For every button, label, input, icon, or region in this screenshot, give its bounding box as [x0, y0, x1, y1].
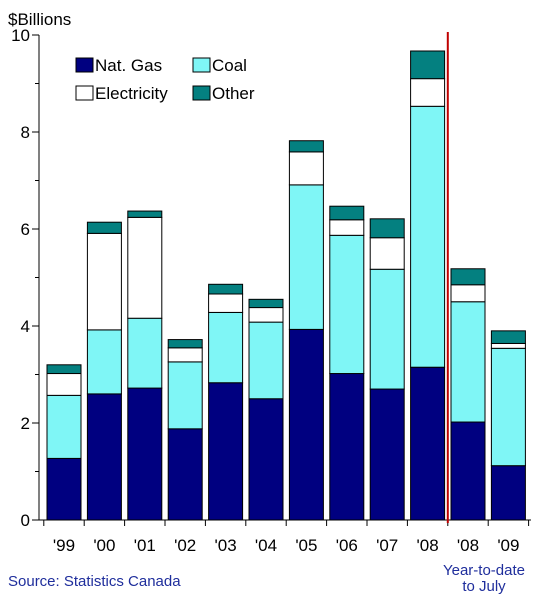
year-to-date-line1: Year-to-date	[442, 562, 525, 579]
y-tick-label-4: 8	[21, 123, 30, 142]
bar-11-series-0	[490, 465, 526, 521]
bar-5-series-3	[248, 298, 284, 309]
legend-label-3: Other	[212, 84, 255, 103]
bar-11-series-1	[490, 347, 526, 467]
bar-2-series-2	[127, 216, 163, 319]
bar-11-series-2	[490, 342, 526, 349]
bar-9-series-2	[410, 78, 446, 107]
legend-swatch-3	[192, 85, 211, 101]
x-tick-label-9: '08	[417, 536, 439, 555]
y-tick-label-3: 6	[21, 220, 30, 239]
x-tick-label-6: '05	[295, 536, 317, 555]
x-tick-label-8: '07	[376, 536, 398, 555]
bar-9-series-1	[410, 105, 446, 368]
legend-swatch-1	[192, 57, 211, 73]
source-note: Source: Statistics Canada	[8, 573, 181, 590]
bar-3-series-2	[167, 347, 203, 363]
bar-2-series-3	[127, 210, 163, 218]
bar-8-series-3	[369, 218, 405, 239]
bar-10-series-2	[450, 284, 486, 303]
bar-4-series-1	[208, 311, 244, 384]
bar-4-series-3	[208, 283, 244, 295]
bar-7-series-2	[329, 219, 365, 236]
year-to-date-line2: to July	[462, 578, 506, 595]
bar-7-series-3	[329, 205, 365, 221]
legend-label-2: Electricity	[95, 84, 168, 103]
bar-0-series-1	[46, 394, 82, 459]
bar-6-series-3	[288, 140, 324, 153]
x-tick-label-7: '06	[336, 536, 358, 555]
bar-10-series-0	[450, 421, 486, 521]
legend-swatch-0	[75, 57, 94, 73]
bar-2-series-0	[127, 387, 163, 521]
bar-5-series-2	[248, 307, 284, 323]
bar-1-series-3	[86, 221, 122, 234]
legend: Nat. Gas Coal Electricity Other	[75, 56, 255, 103]
bar-3-series-0	[167, 428, 203, 521]
y-tick-label-1: 2	[21, 414, 30, 433]
bar-9-series-0	[410, 366, 446, 521]
bar-4-series-2	[208, 293, 244, 313]
x-tick-label-1: '00	[93, 536, 115, 555]
x-tick-label-2: '01	[134, 536, 156, 555]
year-to-date-note: Year-to-date to July	[430, 563, 538, 595]
x-tick-label-11: '09	[497, 536, 519, 555]
bar-10-series-1	[450, 301, 486, 423]
bar-8-series-2	[369, 237, 405, 270]
bar-8-series-0	[369, 388, 405, 521]
bar-1-series-2	[86, 232, 122, 331]
bar-1-series-0	[86, 393, 122, 521]
bar-6-series-1	[288, 184, 324, 330]
bar-8-series-1	[369, 268, 405, 390]
y-tick-label-0: 0	[21, 511, 30, 530]
bar-3-series-1	[167, 361, 203, 430]
bar-6-series-2	[288, 151, 324, 186]
x-tick-label-5: '04	[255, 536, 277, 555]
y-axis-label: $Billions	[8, 10, 71, 29]
x-tick-label-3: '02	[174, 536, 196, 555]
bar-4-series-0	[208, 382, 244, 521]
bar-1-series-1	[86, 329, 122, 395]
bar-0-series-3	[46, 364, 82, 375]
bar-7-series-1	[329, 234, 365, 375]
y-tick-label-2: 4	[21, 317, 30, 336]
x-tick-label-4: '03	[215, 536, 237, 555]
bar-5-series-1	[248, 321, 284, 400]
legend-label-1: Coal	[212, 56, 247, 75]
x-tick-label-0: '99	[53, 536, 75, 555]
legend-swatch-2	[75, 85, 94, 101]
bar-0-series-2	[46, 373, 82, 396]
bar-9-series-3	[410, 50, 446, 80]
legend-label-0: Nat. Gas	[95, 56, 162, 75]
x-tick-label-10: '08	[457, 536, 479, 555]
bar-5-series-0	[248, 398, 284, 521]
bar-3-series-3	[167, 339, 203, 349]
bars-group	[46, 50, 526, 521]
bar-7-series-0	[329, 373, 365, 521]
axes-group: '99 '00 '01 '02 '03 '04 '05 '06 '07 '08 '08 '09 0 2 4 6…	[11, 26, 531, 555]
bar-6-series-0	[288, 328, 324, 521]
bar-10-series-3	[450, 268, 486, 286]
y-tick-label-5: 10	[11, 26, 30, 45]
bar-11-series-3	[490, 330, 526, 344]
bar-0-series-0	[46, 457, 82, 521]
bar-2-series-1	[127, 317, 163, 389]
